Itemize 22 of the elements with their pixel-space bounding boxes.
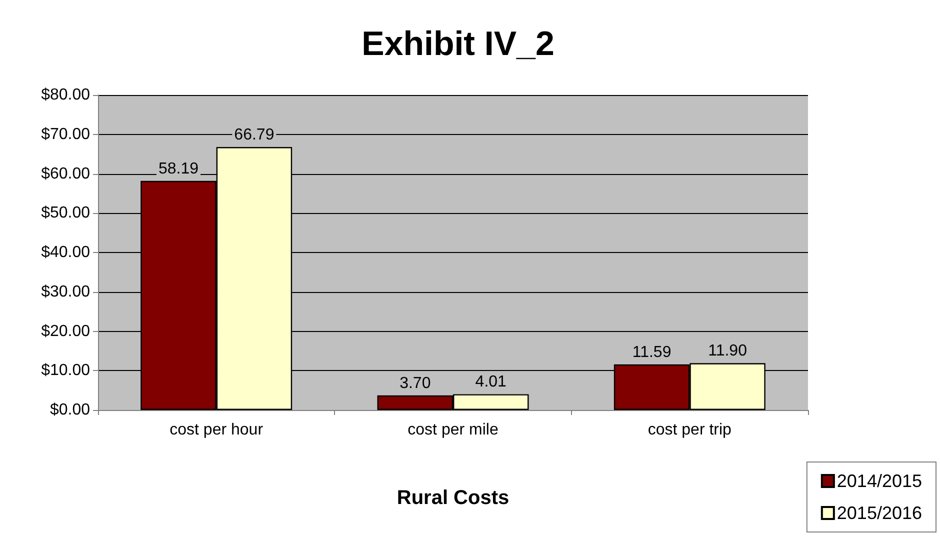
data-label: 58.19 bbox=[158, 160, 199, 178]
legend-label: 2014/2015 bbox=[836, 471, 922, 491]
y-tick-label: $10.00 bbox=[41, 362, 90, 380]
legend-label: 2015/2016 bbox=[836, 503, 922, 523]
x-tick-label: cost per trip bbox=[648, 422, 732, 438]
data-label: 4.01 bbox=[475, 374, 507, 391]
y-tick-label: $50.00 bbox=[41, 204, 90, 222]
y-tick-label: $80.00 bbox=[41, 86, 90, 104]
y-tick-label: $30.00 bbox=[41, 283, 90, 300]
y-tick-label: $70.00 bbox=[41, 126, 90, 143]
x-axis-title: Rural Costs bbox=[396, 487, 510, 509]
data-label: 66.79 bbox=[234, 126, 274, 144]
x-tick-label: cost per mile bbox=[408, 422, 498, 438]
y-tick-label: $20.00 bbox=[41, 322, 90, 340]
y-tick-label: $40.00 bbox=[41, 244, 90, 261]
chart-title: Exhibit IV_2 bbox=[362, 25, 554, 63]
data-label: 11.90 bbox=[708, 342, 748, 360]
x-tick-label: cost per hour bbox=[170, 422, 264, 438]
y-tick-label: $0.00 bbox=[50, 402, 90, 418]
data-label: 3.70 bbox=[400, 374, 431, 392]
y-tick-label: $60.00 bbox=[41, 165, 90, 182]
data-label: 11.59 bbox=[632, 344, 672, 361]
